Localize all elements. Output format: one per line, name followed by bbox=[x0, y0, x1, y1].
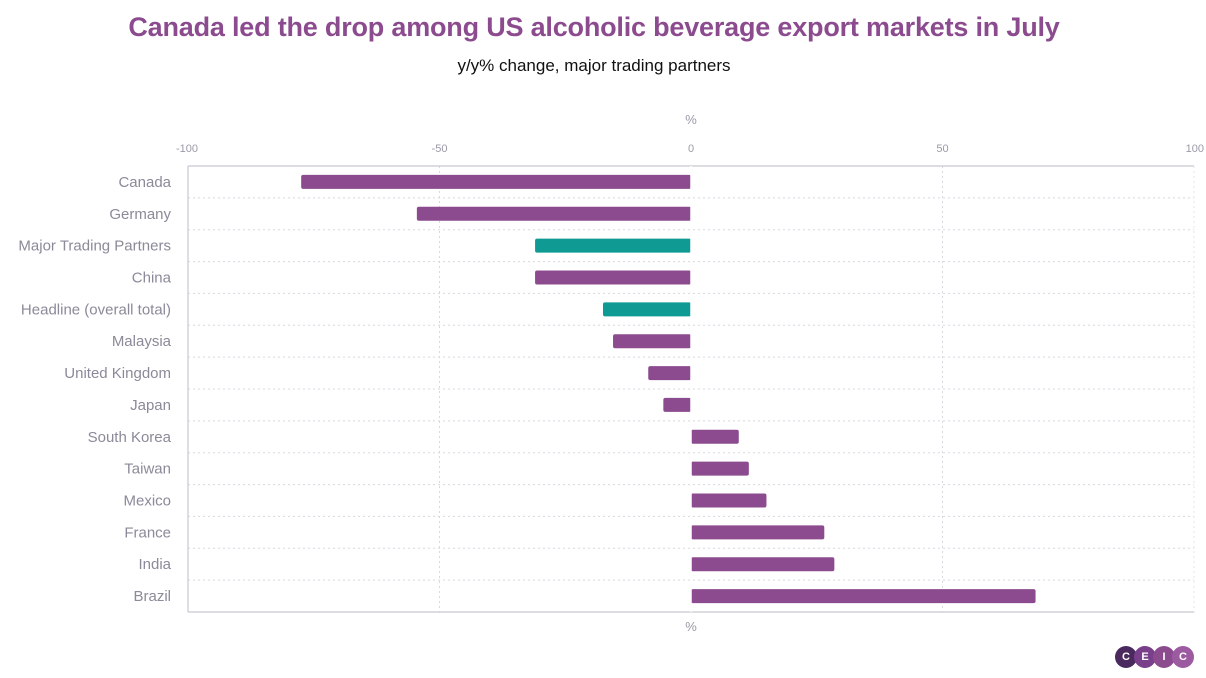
x-tick-label: 0 bbox=[688, 143, 694, 155]
x-axis-unit-top: % bbox=[685, 112, 697, 127]
x-tick-label: 100 bbox=[1186, 143, 1204, 155]
category-label: Mexico bbox=[123, 493, 171, 510]
bar-brazil bbox=[691, 589, 1036, 604]
bar-headline-overall-total bbox=[602, 302, 691, 317]
bar-taiwan bbox=[691, 461, 749, 476]
category-label: Taiwan bbox=[124, 461, 171, 478]
logo-letter: E bbox=[1134, 646, 1156, 668]
bar-france bbox=[691, 525, 825, 540]
category-label: United Kingdom bbox=[64, 365, 171, 382]
category-label: Malaysia bbox=[112, 333, 172, 350]
x-tick-label: 50 bbox=[936, 143, 948, 155]
category-label: South Korea bbox=[88, 429, 172, 446]
category-label: India bbox=[138, 556, 171, 573]
category-label: France bbox=[124, 524, 171, 541]
category-label: China bbox=[132, 270, 172, 287]
chart-subtitle: y/y% change, major trading partners bbox=[457, 56, 731, 75]
bar-canada bbox=[301, 174, 691, 189]
x-tick-label: -50 bbox=[432, 143, 448, 155]
bar-malaysia bbox=[613, 334, 691, 349]
bar-japan bbox=[663, 397, 691, 412]
x-tick-label: -100 bbox=[176, 143, 198, 155]
category-label: Major Trading Partners bbox=[18, 238, 171, 255]
logo-letter: C bbox=[1172, 646, 1194, 668]
bar-china bbox=[535, 270, 691, 285]
bar-germany bbox=[416, 206, 691, 221]
category-label: Brazil bbox=[133, 588, 171, 605]
category-label: Headline (overall total) bbox=[21, 301, 171, 318]
bar-south-korea bbox=[691, 429, 739, 444]
bar-major-trading-partners bbox=[535, 238, 691, 253]
logo-letter: I bbox=[1153, 646, 1175, 668]
x-axis-unit-bottom: % bbox=[685, 619, 697, 634]
category-label: Canada bbox=[118, 174, 171, 191]
bar-united-kingdom bbox=[648, 366, 691, 381]
category-label: Japan bbox=[130, 397, 171, 414]
bar-mexico bbox=[691, 493, 767, 508]
category-label: Germany bbox=[109, 206, 171, 223]
chart-title: Canada led the drop among US alcoholic b… bbox=[128, 12, 1060, 42]
logo-letter: C bbox=[1115, 646, 1137, 668]
bar-india bbox=[691, 557, 835, 572]
